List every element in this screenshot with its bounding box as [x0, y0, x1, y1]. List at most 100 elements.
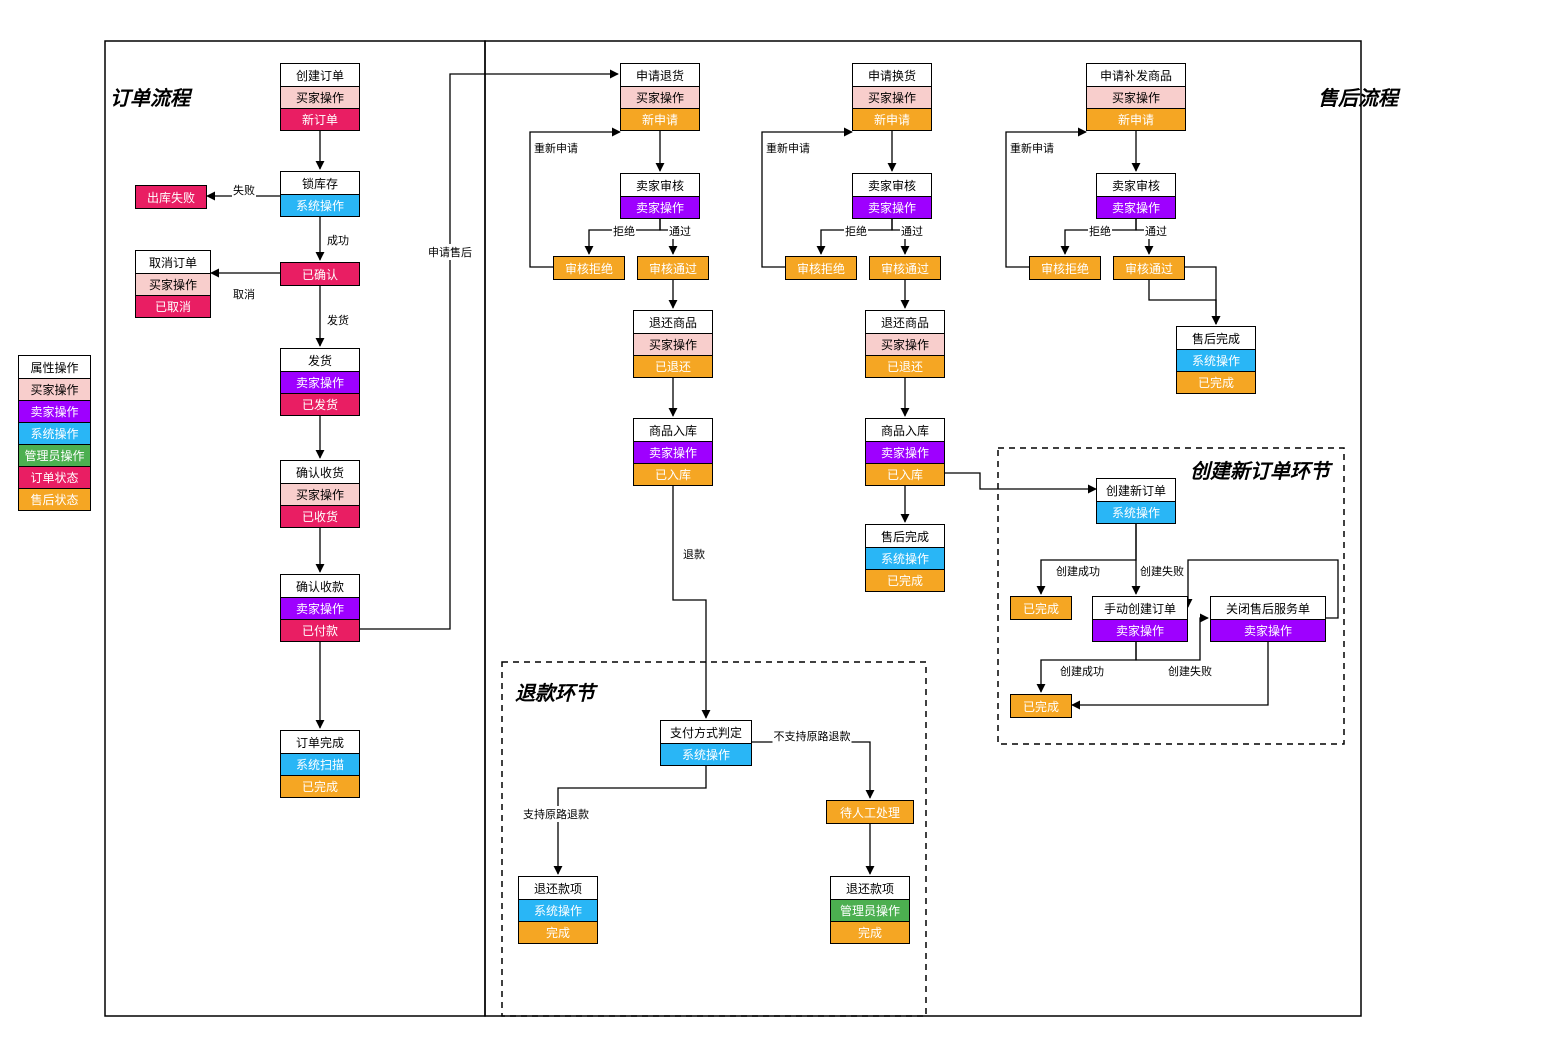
node-row: 买家操作	[621, 86, 699, 108]
node-row: 卖家操作	[19, 400, 90, 422]
edge	[1149, 280, 1216, 324]
node-row: 售后完成	[1177, 327, 1255, 349]
edge	[1185, 267, 1216, 324]
node-row: 买家操作	[866, 333, 944, 355]
node-row: 卖家操作	[1093, 619, 1187, 641]
node-row: 发货	[281, 349, 359, 371]
node-row: 属性操作	[19, 356, 90, 378]
node-row: 审核拒绝	[1030, 257, 1100, 279]
edge-label: 成功	[326, 232, 350, 248]
node-o-ship: 发货卖家操作已发货	[280, 348, 360, 416]
node-row: 买家操作	[1087, 86, 1185, 108]
node-row: 商品入库	[866, 419, 944, 441]
node-row: 新申请	[853, 108, 931, 130]
node-row: 订单状态	[19, 466, 90, 488]
node-rf-wait: 待人工处理	[826, 800, 914, 824]
node-row: 已确认	[281, 263, 359, 285]
node-row: 卖家操作	[866, 441, 944, 463]
node-r2-rej: 审核拒绝	[785, 256, 857, 280]
node-row: 关闭售后服务单	[1211, 597, 1325, 619]
node-row: 卖家审核	[621, 174, 699, 196]
node-row: 卖家操作	[853, 196, 931, 218]
node-row: 已付款	[281, 619, 359, 641]
node-row: 退还款项	[519, 877, 597, 899]
node-row: 买家操作	[281, 483, 359, 505]
node-row: 卖家操作	[1097, 196, 1175, 218]
node-row: 卖家操作	[1211, 619, 1325, 641]
edge-label: 申请售后	[427, 244, 473, 260]
node-row: 管理员操作	[831, 899, 909, 921]
edge-label: 创建失败	[1167, 663, 1213, 679]
node-row: 已取消	[136, 295, 210, 317]
edge-label: 通过	[668, 223, 692, 239]
node-row: 取消订单	[136, 251, 210, 273]
node-row: 买家操作	[281, 86, 359, 108]
region-title-refund: 退款环节	[515, 682, 599, 705]
node-r3-rej: 审核拒绝	[1029, 256, 1101, 280]
edge-label: 支持原路退款	[522, 806, 590, 822]
edge-label: 拒绝	[844, 223, 868, 239]
edge	[752, 742, 870, 798]
edge-label: 重新申请	[533, 140, 579, 156]
node-r2-audit: 卖家审核卖家操作	[852, 173, 932, 219]
node-rf-ret2: 退还款项管理员操作完成	[830, 876, 910, 944]
edge	[673, 486, 706, 718]
diagram-canvas: 订单流程售后流程退款环节创建新订单环节成功失败取消发货申请售后拒绝通过重新申请退…	[0, 0, 1561, 1056]
node-row: 确认收货	[281, 461, 359, 483]
node-row: 退还款项	[831, 877, 909, 899]
node-o-create: 创建订单买家操作新订单	[280, 63, 360, 131]
node-row: 系统操作	[1177, 349, 1255, 371]
node-no-close: 关闭售后服务单卖家操作	[1210, 596, 1326, 642]
region-title-after: 售后流程	[1318, 87, 1401, 110]
node-r2-pass: 审核通过	[869, 256, 941, 280]
node-row: 新申请	[621, 108, 699, 130]
node-row: 卖家审核	[853, 174, 931, 196]
node-row: 待人工处理	[827, 801, 913, 823]
node-row: 已完成	[281, 775, 359, 797]
node-row: 售后完成	[866, 525, 944, 547]
node-no-create: 创建新订单系统操作	[1096, 478, 1176, 524]
node-r2-done: 售后完成系统操作已完成	[865, 524, 945, 592]
node-o-recv: 确认收货买家操作已收货	[280, 460, 360, 528]
node-r1-rej: 审核拒绝	[553, 256, 625, 280]
node-row: 订单完成	[281, 731, 359, 753]
edge-label: 退款	[682, 546, 706, 562]
edge-label: 取消	[232, 286, 256, 302]
edge-label: 创建成功	[1055, 563, 1101, 579]
node-row: 已完成	[1011, 695, 1071, 717]
node-legend: 属性操作买家操作卖家操作系统操作管理员操作订单状态售后状态	[18, 355, 91, 511]
region-title-neword: 创建新订单环节	[1190, 460, 1334, 483]
node-r1-audit: 卖家审核卖家操作	[620, 173, 700, 219]
node-row: 已发货	[281, 393, 359, 415]
node-r2-instock: 商品入库卖家操作已入库	[865, 418, 945, 486]
node-row: 管理员操作	[19, 444, 90, 466]
node-r1-pass: 审核通过	[637, 256, 709, 280]
node-r2-return: 退还商品买家操作已退还	[865, 310, 945, 378]
node-row: 审核通过	[638, 257, 708, 279]
node-row: 审核拒绝	[554, 257, 624, 279]
node-row: 系统操作	[281, 194, 359, 216]
node-row: 买家操作	[853, 86, 931, 108]
node-row: 退还商品	[634, 311, 712, 333]
node-row: 手动创建订单	[1093, 597, 1187, 619]
node-row: 卖家操作	[621, 196, 699, 218]
node-row: 系统操作	[519, 899, 597, 921]
node-row: 审核通过	[870, 257, 940, 279]
node-row: 锁库存	[281, 172, 359, 194]
node-r3-apply: 申请补发商品买家操作新申请	[1086, 63, 1186, 131]
node-o-lock: 锁库存系统操作	[280, 171, 360, 217]
edge-label: 重新申请	[1009, 140, 1055, 156]
node-row: 买家操作	[19, 378, 90, 400]
node-rf-ret1: 退还款项系统操作完成	[518, 876, 598, 944]
node-row: 新申请	[1087, 108, 1185, 130]
node-row: 已入库	[866, 463, 944, 485]
node-row: 审核拒绝	[786, 257, 856, 279]
node-row: 创建订单	[281, 64, 359, 86]
node-r2-apply: 申请换货买家操作新申请	[852, 63, 932, 131]
node-r3-done: 售后完成系统操作已完成	[1176, 326, 1256, 394]
node-row: 退还商品	[866, 311, 944, 333]
node-row: 新订单	[281, 108, 359, 130]
node-no-manual: 手动创建订单卖家操作	[1092, 596, 1188, 642]
node-row: 买家操作	[136, 273, 210, 295]
node-row: 卖家操作	[281, 597, 359, 619]
